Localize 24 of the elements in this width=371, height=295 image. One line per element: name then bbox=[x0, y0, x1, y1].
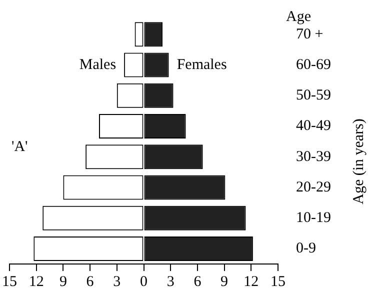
y-tick-label: 20-29 bbox=[296, 179, 332, 196]
y-tick-label: 60-69 bbox=[296, 56, 332, 73]
y-tick-label: 10-19 bbox=[296, 210, 332, 226]
x-tick-label: 12 bbox=[28, 274, 44, 290]
y-tick-label: 50-59 bbox=[296, 88, 332, 104]
x-tick-label: 9 bbox=[59, 274, 67, 290]
x-tick-label: 12 bbox=[244, 274, 259, 290]
series-label: Females bbox=[176, 56, 227, 73]
y-tick-label: 70 + bbox=[296, 26, 324, 42]
x-tick-label: 15 bbox=[270, 274, 286, 290]
y-tick-label: 30-39 bbox=[296, 148, 332, 165]
annotation: 'A' bbox=[12, 138, 28, 155]
x-tick-label: 3 bbox=[166, 274, 174, 290]
y-tick-label: 0-9 bbox=[296, 240, 316, 257]
x-tick-label: 0 bbox=[140, 274, 148, 290]
x-tick-label: 3 bbox=[113, 274, 121, 290]
y-axis-title: Age (in years) bbox=[350, 118, 367, 204]
x-tick-label: 9 bbox=[220, 274, 228, 290]
x-tick-label: 6 bbox=[194, 274, 202, 290]
y-tick-label: 40-49 bbox=[296, 118, 332, 134]
series-label: Males bbox=[79, 56, 116, 73]
legend-title: Age bbox=[286, 8, 312, 25]
x-tick-label: 15 bbox=[2, 274, 17, 290]
x-tick-label: 6 bbox=[86, 274, 94, 290]
